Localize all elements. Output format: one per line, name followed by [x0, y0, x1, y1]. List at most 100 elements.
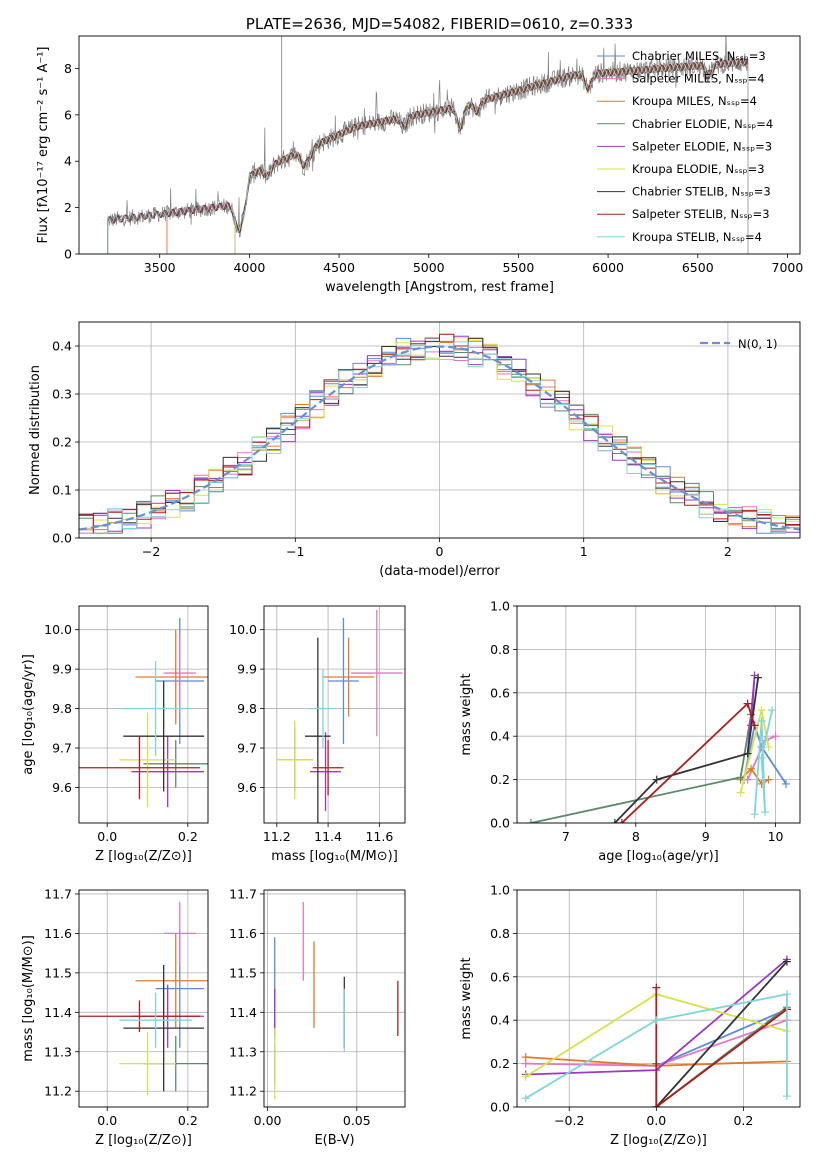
x-tick-label: 4000 — [233, 260, 265, 275]
data-point-errorbar — [163, 901, 196, 965]
marker-plus — [521, 1072, 530, 1081]
legend: Chabrier MILES, Nₛₛₚ=3 Salpeter MILES, Nₛ… — [597, 49, 773, 244]
marker-plus — [747, 764, 756, 773]
y-axis-label: mass weight — [459, 673, 474, 755]
x-tick-label: −1 — [286, 544, 304, 559]
data-point-errorbar — [351, 609, 403, 737]
marker-plus — [757, 753, 766, 762]
x-tick-label: 7 — [562, 829, 570, 844]
weight-line — [621, 701, 756, 823]
plot-area — [79, 901, 208, 1096]
y-tick-label: 11.3 — [229, 1044, 257, 1059]
axes-frame — [78, 321, 801, 539]
data-point-errorbar — [328, 617, 359, 745]
marker-plus — [610, 819, 619, 823]
y-axis-label: Flux [fλ10⁻¹⁷ erg cm⁻² s⁻¹ A⁻¹] — [36, 47, 51, 244]
y-tick-label: 11.6 — [229, 926, 257, 941]
y-tick-label: 9.7 — [52, 741, 72, 756]
marker-plus — [652, 775, 661, 784]
marker-plus — [736, 788, 745, 797]
x-tick-label: 11.6 — [365, 829, 393, 844]
data-point-errorbar — [143, 740, 208, 788]
data-point-errorbar — [131, 736, 204, 808]
y-tick-label: 10.0 — [229, 622, 257, 637]
panel-residuals: −2 −1 0 1 2 0.0 0.1 0.2 0.3 0.4 (data-model)/error… — [28, 321, 801, 579]
y-tick-label: 9.8 — [52, 701, 72, 716]
plot-area — [276, 609, 403, 823]
y-tick-label: 0.4 — [52, 339, 72, 354]
marker-plus — [761, 808, 770, 817]
data-point-errorbar — [119, 992, 192, 1048]
y-tick-label: 0.6 — [490, 969, 510, 984]
y-tick-label: 11.5 — [229, 965, 257, 980]
y-tick-label: 6 — [64, 107, 72, 122]
y-tick-label: 9.6 — [237, 780, 257, 795]
panel-mass_vs_Z: 0.0 0.2 11.2 11.3 11.4 11.5 11.6 11.7 Z [log₁₀(Z… — [21, 886, 209, 1148]
plot-area — [526, 671, 791, 823]
y-tick-label: 0.4 — [490, 1013, 510, 1028]
data-point-errorbar — [310, 669, 336, 749]
y-axis-label: mass weight — [459, 957, 474, 1039]
marker-plus — [652, 1016, 661, 1025]
legend-label: Kroupa MILES, Nₛₛₚ=4 — [632, 94, 757, 108]
marker-plus — [750, 810, 759, 819]
y-tick-label: 0.2 — [490, 1056, 510, 1071]
marker-plus — [652, 983, 661, 992]
plot-area — [79, 333, 800, 538]
model-line — [166, 58, 749, 254]
y-tick-label: 9.6 — [52, 780, 72, 795]
y-tick-label: 0 — [64, 247, 72, 262]
x-tick-label: 10 — [768, 829, 784, 844]
legend-label: Kroupa ELODIE, Nₛₛₚ=3 — [632, 162, 765, 176]
panel-mass_vs_ebv: 0.00 0.05 11.2 11.3 11.4 11.5 11.6 11.7 E(B-V) — [229, 886, 406, 1148]
data-point-errorbar — [119, 712, 176, 808]
data-point-errorbar — [119, 661, 192, 756]
y-tick-label: 0.8 — [490, 642, 510, 657]
axes-frame — [516, 889, 801, 1108]
marker-plus — [736, 773, 745, 782]
y-tick-label: 0.1 — [52, 483, 72, 498]
plot-area — [521, 955, 791, 1107]
y-tick-label: 11.6 — [44, 926, 72, 941]
marker-plus — [743, 749, 752, 758]
y-tick-label: 0.4 — [490, 729, 510, 744]
x-tick-label: 9 — [702, 829, 710, 844]
model-line — [107, 58, 749, 254]
legend-label: Salpeter ELODIE, Nₛₛₚ=3 — [632, 139, 772, 153]
marker-plus — [764, 775, 773, 784]
data-point-errorbar — [322, 637, 375, 717]
y-tick-label: 0.3 — [52, 387, 72, 402]
marker-plus — [750, 721, 759, 730]
x-tick-label: 0.0 — [97, 1113, 117, 1128]
marker-plus — [782, 957, 791, 966]
x-tick-label: 0 — [436, 544, 444, 559]
marker-plus — [617, 819, 626, 823]
panel-spectrum: 3500 4000 4500 5000 5500 6000 6500 7000 0 2 4 6 8 wav… — [36, 15, 803, 295]
data-point-errorbar — [276, 720, 313, 800]
marker-plus — [754, 673, 763, 682]
y-tick-label: 0.2 — [52, 435, 72, 450]
marker-plus — [768, 706, 777, 715]
weight-line — [614, 677, 759, 823]
y-tick-label: 0.0 — [490, 1100, 510, 1115]
data-point-errorbar — [305, 637, 331, 823]
weight-line — [525, 993, 788, 1100]
legend-label: Chabrier MILES, Nₛₛₚ=3 — [632, 49, 766, 63]
marker-plus — [521, 1053, 530, 1062]
data-point-errorbar — [310, 732, 341, 812]
x-tick-label: 0.2 — [733, 1113, 753, 1128]
x-tick-label: 5500 — [503, 260, 535, 275]
data-point-errorbar — [135, 933, 208, 1029]
marker-plus — [743, 775, 752, 784]
x-tick-label: 5000 — [413, 260, 445, 275]
data-point-errorbar — [163, 633, 196, 713]
y-tick-label: 1.0 — [490, 599, 510, 614]
marker-plus — [764, 743, 773, 752]
y-tick-label: 11.3 — [44, 1044, 72, 1059]
chart-title: PLATE=2636, MJD=54082, FIBERID=0610, z=0… — [246, 15, 633, 33]
panel-weight_vs_Z: −0.2 0.0 0.2 0.0 0.2 0.4 0.6 0.8 1.0 Z [log₁₀(Z/Z… — [459, 883, 801, 1148]
y-tick-label: 2 — [64, 200, 72, 215]
weight-line — [743, 725, 787, 785]
panel-age_vs_Z: 0.0 0.2 9.6 9.7 9.8 9.9 10.0 Z [log₁₀(Z/Z⊙)] age… — [21, 605, 209, 864]
y-tick-label: 11.2 — [44, 1084, 72, 1099]
